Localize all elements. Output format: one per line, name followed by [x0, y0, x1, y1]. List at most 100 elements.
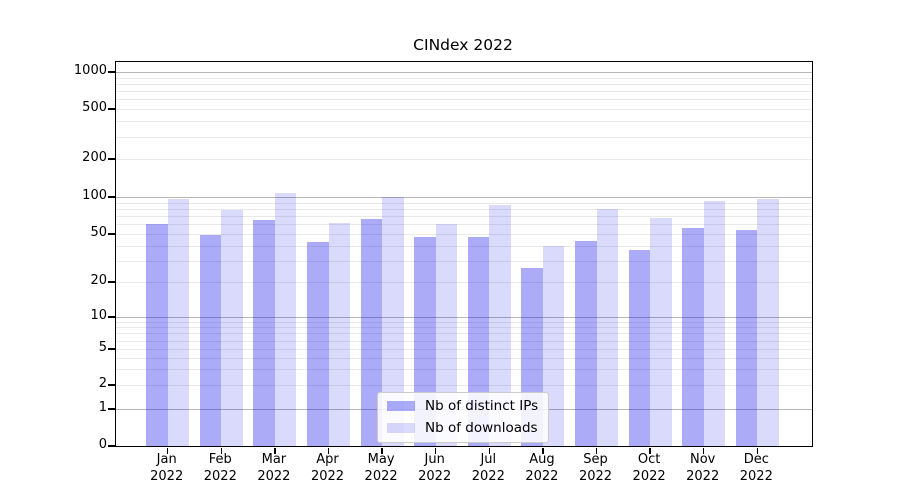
- y-tick: [108, 408, 115, 410]
- minor-gridline: [116, 83, 812, 85]
- x-tick-month: May: [367, 452, 395, 467]
- x-tick-year: 2022: [578, 469, 613, 484]
- bar-distinct-ips-mar: [253, 219, 275, 446]
- y-tick: [108, 445, 115, 447]
- x-tick-month: Apr: [316, 452, 339, 467]
- x-tick: [220, 447, 223, 454]
- x-tick: [649, 447, 651, 454]
- major-gridline: [116, 72, 812, 73]
- x-tick-year: 2022: [150, 469, 184, 484]
- x-tick-year: 2022: [471, 469, 505, 484]
- x-tick: [542, 447, 544, 454]
- minor-gridline: [116, 260, 812, 262]
- legend-label-distinct-ips: Nb of distinct IPs: [425, 398, 539, 414]
- y-tick: [108, 281, 115, 283]
- y-tick: [108, 196, 115, 198]
- minor-gridline: [116, 136, 812, 138]
- minor-gridline: [116, 349, 812, 350]
- bar-distinct-ips-apr: [307, 241, 329, 446]
- minor-gridline: [116, 327, 812, 329]
- x-tick-label: Jan 2022: [135, 451, 199, 485]
- minor-gridline: [116, 121, 812, 123]
- x-tick-year: 2022: [203, 469, 237, 484]
- minor-gridline: [116, 245, 812, 247]
- x-tick-month: Jan: [156, 452, 177, 467]
- bar-downloads-oct: [650, 217, 672, 446]
- plot-area: [108, 61, 813, 454]
- minor-gridline: [116, 357, 812, 359]
- bar-distinct-ips-sep: [575, 240, 597, 446]
- x-tick-year: 2022: [418, 469, 452, 484]
- x-tick-month: Aug: [529, 452, 555, 467]
- x-tick-year: 2022: [632, 469, 666, 484]
- y-tick-label: 20: [90, 273, 107, 288]
- x-tick-year: 2022: [686, 469, 720, 484]
- x-tick-label: May 2022: [349, 451, 413, 485]
- x-tick-label: Jul 2022: [456, 451, 520, 485]
- y-tick-label: 200: [82, 150, 107, 165]
- minor-gridline: [116, 202, 812, 204]
- x-tick: [434, 447, 437, 454]
- legend-item-downloads: Nb of downloads: [387, 420, 538, 436]
- x-tick: [595, 447, 598, 454]
- bar-distinct-ips-oct: [628, 249, 651, 446]
- y-tick-label: 50: [90, 225, 107, 240]
- y-tick-label: 500: [82, 100, 107, 115]
- minor-gridline: [116, 234, 812, 235]
- x-tick-month: Jul: [480, 452, 497, 467]
- minor-gridline: [116, 333, 812, 335]
- x-tick: [381, 447, 383, 454]
- bar-downloads-jul: [489, 205, 511, 446]
- minor-gridline: [116, 216, 812, 218]
- x-tick-label: Oct 2022: [617, 451, 681, 485]
- x-tick-year: 2022: [257, 469, 291, 484]
- x-tick-label: Nov 2022: [671, 451, 735, 485]
- minor-gridline: [116, 321, 812, 323]
- x-tick-label: Sep 2022: [564, 451, 628, 485]
- x-tick-month: Nov: [690, 452, 716, 467]
- legend-swatch-distinct-ips: [387, 401, 415, 411]
- y-tick-label: 0: [98, 437, 107, 452]
- y-tick: [108, 71, 115, 73]
- x-tick-month: Jun: [424, 452, 445, 467]
- x-tick-month: Oct: [637, 452, 661, 467]
- bar-downloads-sep: [596, 208, 618, 446]
- x-tick: [702, 447, 705, 454]
- x-tick-year: 2022: [525, 469, 559, 484]
- bar-downloads-apr: [328, 223, 350, 446]
- y-tick-label: 2: [98, 376, 107, 391]
- x-tick-month: Sep: [583, 452, 608, 467]
- minor-gridline: [116, 91, 812, 93]
- bar-distinct-ips-jan: [146, 224, 168, 446]
- x-tick: [488, 447, 491, 454]
- legend-label-downloads: Nb of downloads: [425, 420, 538, 436]
- bar-downloads-dec: [757, 199, 779, 446]
- bar-downloads-jun: [435, 224, 458, 446]
- y-tick-label: 5: [98, 340, 107, 355]
- minor-gridline: [116, 224, 812, 226]
- y-tick: [108, 316, 115, 318]
- bar-downloads-jan: [167, 198, 190, 446]
- y-tick-label: 1: [98, 400, 107, 415]
- y-tick: [108, 158, 115, 160]
- x-tick: [274, 447, 276, 454]
- legend: Nb of distinct IPs Nb of downloads: [377, 392, 550, 443]
- minor-gridline: [116, 369, 812, 371]
- bar-distinct-ips-feb: [199, 235, 222, 446]
- x-tick-year: 2022: [364, 469, 398, 484]
- minor-gridline: [116, 282, 812, 283]
- y-tick: [108, 108, 115, 110]
- minor-gridline: [116, 77, 812, 79]
- bar-distinct-ips-dec: [735, 229, 758, 446]
- bar-downloads-mar: [274, 193, 297, 446]
- x-tick-month: Feb: [208, 452, 232, 467]
- major-gridline: [116, 197, 812, 198]
- x-tick-label: Mar 2022: [242, 451, 306, 485]
- minor-gridline: [116, 385, 812, 386]
- bar-downloads-may: [382, 197, 404, 446]
- x-tick-label: Dec 2022: [724, 451, 788, 485]
- y-tick: [108, 233, 115, 235]
- x-tick-label: Aug 2022: [510, 451, 574, 485]
- bar-downloads-nov: [703, 200, 726, 446]
